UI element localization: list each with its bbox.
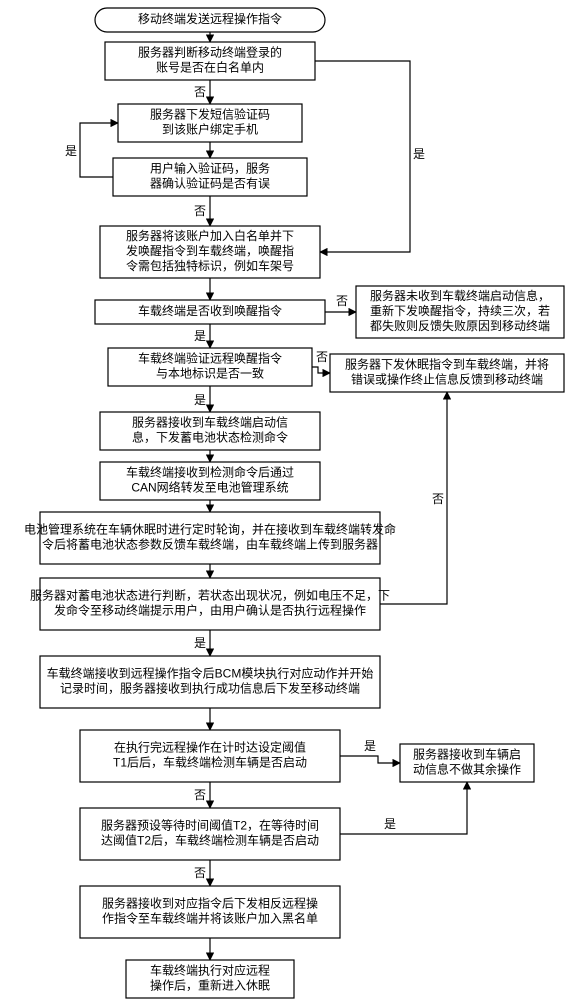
node-text-n3-1: 器确认验证码是否有误	[150, 176, 270, 191]
node-n9: 服务器接收到车载终端启动信息，下发蓄电池状态检测命令	[100, 412, 320, 450]
node-n6: 服务器未收到车载终端启动信息，重新下发唤醒指令，持续三次，若都失败则反馈失败原因…	[356, 286, 564, 338]
node-text-n1-0: 服务器判断移动终端登录的	[138, 45, 282, 60]
node-text-n7-1: 与本地标识是否一致	[156, 367, 264, 381]
node-text-n18-1: 操作后，重新进入休眠	[150, 978, 270, 993]
node-text-n11-0: 电池管理系统在车辆休眠时进行定时轮询，并在接收到车载终端转发命	[24, 522, 396, 537]
node-text-n10-1: CAN网络转发至电池管理系统	[131, 480, 288, 495]
node-text-n15-1: 动信息不做其余操作	[413, 762, 521, 777]
node-text-n2-0: 服务器下发短信验证码	[150, 107, 270, 122]
node-text-n2-1: 到该账户绑定手机	[162, 122, 258, 137]
edge-label-n14-n15: 是	[364, 739, 376, 753]
node-text-n12-1: 发命令至移动终端提示用户，由用户确认是否执行远程操作	[54, 603, 366, 618]
node-n4: 服务器将该账户加入白名单并下发唤醒指令到车载终端，唤醒指令需包括独特标识，例如车…	[100, 226, 320, 278]
edge-n16-n15	[340, 782, 467, 834]
edge-label-n14-n16: 否	[194, 788, 206, 802]
node-n15: 服务器接收到车辆启动信息不做其余操作	[400, 744, 534, 782]
edge-label-n16-n17: 否	[194, 866, 206, 880]
node-n1: 服务器判断移动终端登录的账号是否在白名单内	[105, 42, 315, 80]
node-n11: 电池管理系统在车辆休眠时进行定时轮询，并在接收到车载终端转发命令后将蓄电池状态参…	[24, 512, 396, 564]
edge-label-n1-n4: 是	[413, 147, 425, 161]
node-n18: 车载终端执行对应远程操作后，重新进入休眠	[126, 960, 294, 998]
node-text-n15-0: 服务器接收到车辆启	[413, 747, 521, 762]
node-n12: 服务器对蓄电池状态进行判断，若状态出现状况，例如电压不足，下发命令至移动终端提示…	[30, 578, 390, 630]
edge-label-n5-n7: 是	[194, 329, 206, 343]
edge-label-n5-n6: 否	[336, 294, 348, 308]
node-text-n17-0: 服务器接收到对应指令后下发相反远程操	[102, 896, 318, 911]
edge-label-n16-n15: 是	[384, 817, 396, 831]
node-n13: 车载终端接收到远程操作指令后BCM模块执行对应动作并开始记录时间，服务器接收到执…	[40, 656, 380, 708]
nodes-layer: 移动终端发送远程操作指令服务器判断移动终端登录的账号是否在白名单内服务器下发短信…	[24, 8, 564, 998]
node-text-n6-0: 服务器未收到车载终端启动信息，	[370, 288, 550, 303]
node-n7: 车载终端验证远程唤醒指令与本地标识是否一致	[108, 348, 312, 386]
node-n10: 车载终端接收到检测命令后通过CAN网络转发至电池管理系统	[100, 462, 320, 500]
node-text-n18-0: 车载终端执行对应远程	[150, 963, 270, 978]
edge-label-n7-n8: 否	[316, 350, 328, 364]
node-text-n6-2: 都失败则反馈失败原因到移动终端	[370, 318, 550, 333]
node-text-n9-0: 服务器接收到车载终端启动信	[132, 415, 288, 430]
node-text-n4-1: 发唤醒指令到车载终端，唤醒指	[126, 243, 294, 258]
node-n17: 服务器接收到对应指令后下发相反远程操作指令至车载终端并将该账户加入黑名单	[80, 886, 340, 938]
node-text-n8-0: 服务器下发休眠指令到车载终端，并将	[345, 357, 549, 372]
node-text-n16-0: 服务器预设等待时间阈值T2，在等待时间	[101, 818, 319, 833]
node-text-n0-0: 移动终端发送远程操作指令	[138, 11, 282, 26]
node-text-n11-1: 令后将蓄电池状态参数反馈车载终端，由车载终端上传到服务器	[42, 537, 378, 552]
node-text-n14-0: 在执行完远程操作在计时达设定阈值	[114, 740, 306, 755]
edge-label-n3-n2: 是	[65, 144, 77, 158]
node-text-n5-0: 车载终端是否收到唤醒指令	[138, 303, 282, 318]
edge-n3-n2	[80, 123, 118, 177]
edge-label-n12-n13: 是	[194, 636, 206, 650]
node-text-n17-1: 作指令至车载终端并将该账户加入黑名单	[102, 911, 318, 926]
node-text-n1-1: 账号是否在白名单内	[156, 60, 264, 75]
node-n2: 服务器下发短信验证码到该账户绑定手机	[118, 104, 302, 142]
node-text-n12-0: 服务器对蓄电池状态进行判断，若状态出现状况，例如电压不足，下	[30, 588, 390, 603]
node-text-n13-1: 记录时间，服务器接收到执行成功信息后下发至移动终端	[60, 681, 360, 696]
edge-n1-n4	[315, 61, 410, 252]
node-n3: 用户输入验证码，服务器确认验证码是否有误	[113, 158, 307, 196]
node-text-n6-1: 重新下发唤醒指令，持续三次，若	[370, 303, 550, 318]
edge-label-n12-n8: 否	[432, 492, 444, 506]
node-text-n14-1: T1后后，车载终端检测车辆是否启动	[113, 755, 307, 770]
node-text-n10-0: 车载终端接收到检测命令后通过	[126, 465, 294, 480]
node-n14: 在执行完远程操作在计时达设定阈值T1后后，车载终端检测车辆是否启动	[80, 730, 340, 782]
edge-n14-n15	[340, 756, 400, 763]
edge-label-n3-n4: 否	[194, 204, 206, 218]
node-text-n4-0: 服务器将该账户加入白名单并下	[126, 228, 294, 243]
node-text-n13-0: 车载终端接收到远程操作指令后BCM模块执行对应动作并开始	[47, 666, 374, 681]
node-n0: 移动终端发送远程操作指令	[95, 8, 325, 32]
node-text-n7-0: 车载终端验证远程唤醒指令	[138, 351, 282, 366]
edge-label-n7-n9: 是	[194, 393, 206, 407]
node-text-n8-1: 错误或操作终止信息反馈到移动终端	[351, 372, 543, 387]
edge-label-n1-n2: 否	[194, 85, 206, 99]
flowchart-canvas: 移动终端发送远程操作指令服务器判断移动终端登录的账号是否在白名单内服务器下发短信…	[0, 0, 570, 1000]
node-text-n4-2: 令需包括独特标识，例如车架号	[126, 258, 294, 273]
node-n5: 车载终端是否收到唤醒指令	[95, 300, 325, 324]
edge-n7-n8	[312, 367, 330, 373]
node-n8: 服务器下发休眠指令到车载终端，并将错误或操作终止信息反馈到移动终端	[330, 354, 564, 392]
node-n16: 服务器预设等待时间阈值T2，在等待时间达阈值T2后，车载终端检测车辆是否启动	[80, 808, 340, 860]
node-text-n3-0: 用户输入验证码，服务	[150, 161, 270, 176]
node-text-n9-1: 息，下发蓄电池状态检测命令	[132, 430, 288, 445]
node-text-n16-1: 达阈值T2后，车载终端检测车辆是否启动	[101, 833, 319, 848]
